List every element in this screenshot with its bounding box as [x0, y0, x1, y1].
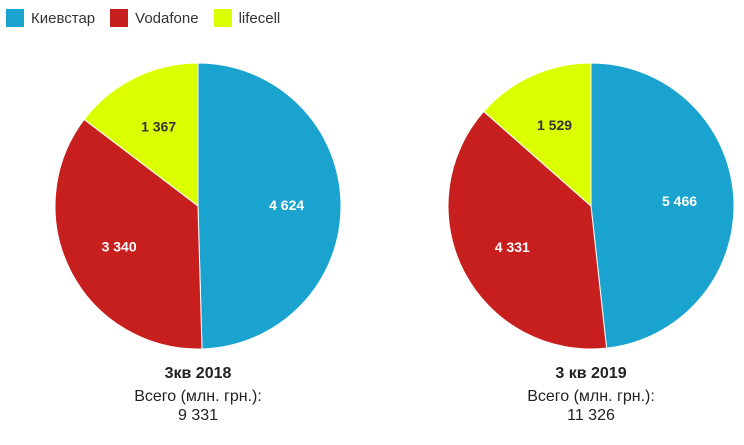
pie-slice-vodafone[interactable]: [447, 110, 608, 350]
slice-label-vodafone: 3 340: [102, 238, 137, 254]
chart-caption-2018: 3кв 2018 Всего (млн. грн.): 9 331: [48, 365, 348, 425]
legend-item-vodafone[interactable]: Vodafone: [110, 9, 199, 27]
chart-caption-2019: 3 кв 2019 Всего (млн. грн.): 11 326: [441, 365, 741, 425]
chart-total-2019: 11 326: [567, 407, 615, 424]
legend-label-vodafone: Vodafone: [135, 9, 199, 27]
slice-label-lifecell: 1 367: [141, 119, 176, 135]
pie-svg-2018: 4 624 3 340 1 367: [54, 62, 342, 350]
pie-slice-vodafone[interactable]: [54, 118, 203, 350]
chart-title-2018: 3кв 2018: [164, 365, 232, 382]
legend-item-kyivstar[interactable]: Киевстар: [6, 9, 95, 27]
pie-svg-2019: 5 466 4 331 1 529: [447, 62, 735, 350]
legend-swatch-lifecell: [213, 9, 232, 27]
chart-title-2019: 3 кв 2019: [555, 365, 627, 382]
pie-slice-lifecell[interactable]: [483, 62, 592, 208]
chart-subtitle-2019: Всего (млн. грн.):: [527, 388, 655, 405]
pie-slice-kyivstar[interactable]: [590, 62, 735, 349]
legend-label-kyivstar: Киевстар: [31, 9, 96, 27]
pie-chart-2019: 5 466 4 331 1 529 3 кв 2019 Всего (млн. гр…: [441, 58, 741, 425]
pie-chart-2018: 4 624 3 340 1 367 3кв 2018 Всего (млн. грн…: [48, 58, 348, 425]
slice-label-vodafone: 4 331: [495, 239, 530, 255]
legend-swatch-kyivstar: [6, 9, 24, 27]
chart-subtitle-2018: Всего (млн. грн.):: [134, 388, 262, 405]
legend-item-lifecell[interactable]: lifecell: [213, 9, 281, 27]
pie-slice-lifecell[interactable]: [83, 62, 199, 208]
chart-legend: Киевстар Vodafone lifecell: [6, 8, 295, 28]
legend-label-lifecell: lifecell: [238, 9, 281, 27]
pie-slice-kyivstar[interactable]: [197, 62, 342, 350]
chart-total-2018: 9 331: [177, 407, 219, 424]
slice-label-kyivstar: 4 624: [269, 197, 304, 213]
slice-label-kyivstar: 5 466: [662, 193, 697, 209]
legend-swatch-vodafone: [110, 9, 129, 27]
slice-label-lifecell: 1 529: [537, 117, 572, 133]
